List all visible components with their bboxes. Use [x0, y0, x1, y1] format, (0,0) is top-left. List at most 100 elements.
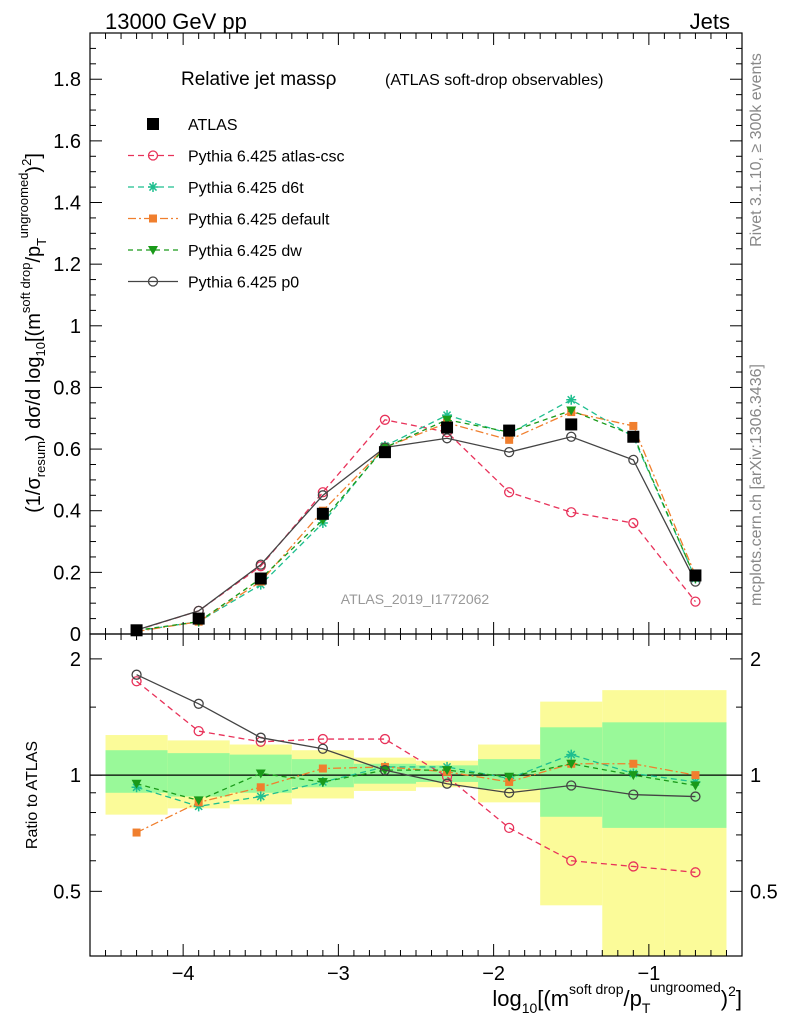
main-ylabel: (1/σresum) dσ/d log10[(msoft drop/pTungr…	[16, 153, 49, 513]
data-point	[628, 789, 639, 800]
data-point	[132, 828, 141, 837]
data-point	[256, 783, 265, 792]
ratio-ytick-label-left: 2	[70, 649, 81, 671]
data-point	[442, 766, 453, 776]
data-point	[379, 414, 391, 425]
data-point	[690, 781, 701, 791]
legend-label: Pythia 6.425 d6t	[188, 180, 304, 197]
xtick-label: −2	[482, 963, 505, 985]
data-point	[255, 732, 266, 743]
main-ytick-label: 0.4	[53, 501, 81, 523]
data-point	[318, 764, 327, 773]
data-point	[503, 424, 516, 437]
data-point	[504, 772, 515, 782]
data-point	[566, 394, 577, 405]
data-point	[691, 771, 700, 780]
main-subtitle: (ATLAS soft-drop observables)	[385, 72, 603, 89]
data-point	[379, 765, 391, 776]
data-point	[316, 507, 329, 520]
data-point	[566, 431, 577, 442]
legend-entry-atlas: ATLAS	[147, 117, 238, 134]
data-point	[566, 759, 577, 769]
data-point	[317, 490, 329, 501]
data-point	[690, 867, 701, 878]
main-ytick-label: 1.6	[53, 131, 81, 153]
series-line	[136, 399, 697, 632]
ratio-ytick-label-right: 2	[750, 649, 761, 671]
legend: ATLAS Pythia 6.425 atlas-csc Pythia 6.425 …	[128, 117, 345, 292]
xtick-label: −4	[172, 963, 195, 985]
ratio-ytick-label-right: 1	[750, 765, 761, 787]
data-point	[629, 421, 638, 430]
ratio-ytick-label-left: 0.5	[53, 881, 81, 903]
ratio-ytick-label-right: 0.5	[750, 881, 778, 903]
data-point	[131, 669, 142, 680]
header-right: Jets	[690, 9, 730, 34]
series-line	[136, 411, 697, 633]
series-line	[136, 763, 696, 802]
data-point	[690, 791, 701, 802]
data-point	[689, 569, 702, 582]
data-point	[505, 777, 514, 786]
data-point	[503, 487, 515, 498]
data-point	[566, 749, 577, 760]
data-point	[441, 433, 453, 444]
main-ytick-label: 0.2	[53, 562, 81, 584]
ratio-ylabel: Ratio to ATLAS	[24, 741, 41, 849]
data-point	[254, 572, 267, 585]
data-point	[442, 415, 453, 425]
main-ytick-label: 1.2	[53, 254, 81, 276]
legend-label: Pythia 6.425 dw	[188, 243, 302, 260]
legend-marker	[147, 118, 159, 130]
main-title: Relative jet massρ	[181, 69, 337, 90]
ratio-series-pythia-6-425-p0	[131, 669, 701, 802]
xtick-label: −1	[637, 963, 660, 985]
data-point	[131, 779, 142, 789]
legend-entry-pythia-6-425-atlas-csc: Pythia 6.425 atlas-csc	[128, 149, 345, 166]
series-line	[136, 436, 697, 631]
data-point	[255, 559, 266, 570]
legend-entry-pythia-6-425-default: Pythia 6.425 default	[128, 212, 330, 229]
data-point	[378, 446, 391, 459]
data-point	[628, 454, 639, 466]
main-ytick-label: 1.4	[53, 193, 81, 215]
main-ytick-label: 0	[70, 624, 81, 646]
data-point	[193, 796, 204, 806]
series-line	[136, 680, 696, 873]
data-point	[131, 676, 142, 687]
data-point	[441, 421, 454, 434]
series-line	[136, 409, 697, 631]
data-point	[193, 698, 204, 709]
data-point	[566, 855, 577, 866]
legend-entry-pythia-6-425-dw: Pythia 6.425 dw	[128, 243, 302, 260]
data-point	[192, 612, 205, 625]
main-ytick-label: 1.8	[53, 69, 81, 91]
series-atlas	[130, 418, 702, 637]
data-point	[565, 418, 578, 431]
legend-marker	[147, 150, 159, 161]
main-ytick-label: 1	[70, 316, 81, 338]
data-point	[690, 596, 701, 607]
main-ytick-label: 0.6	[53, 439, 81, 461]
data-point	[566, 507, 577, 518]
data-point	[503, 822, 515, 834]
legend-marker	[149, 214, 157, 223]
header-left: 13000 GeV pp	[105, 9, 247, 34]
legend-entry-pythia-6-425-p0: Pythia 6.425 p0	[128, 275, 299, 292]
main-plot: 0 0.2 0.4 0.6 0.8 1 1.2 1.4 1.6 1.8 Relative jet …	[16, 32, 743, 646]
legend-label: Pythia 6.425 default	[188, 212, 330, 229]
series-line	[136, 763, 696, 834]
legend-marker	[148, 246, 158, 255]
legend-label: ATLAS	[188, 117, 238, 134]
legend-entry-pythia-6-425-d6t: Pythia 6.425 d6t	[128, 180, 304, 197]
data-point	[317, 743, 329, 754]
data-point	[628, 861, 639, 872]
rivet-label: Rivet 3.1.10, ≥ 300k events	[748, 53, 765, 247]
data-point	[627, 430, 640, 443]
data-point	[503, 787, 515, 798]
data-point	[317, 777, 328, 787]
mcplots-label: mcplots.cern.ch [arXiv:1306.3436]	[748, 364, 765, 606]
series-line	[136, 674, 696, 798]
data-point	[566, 780, 577, 791]
